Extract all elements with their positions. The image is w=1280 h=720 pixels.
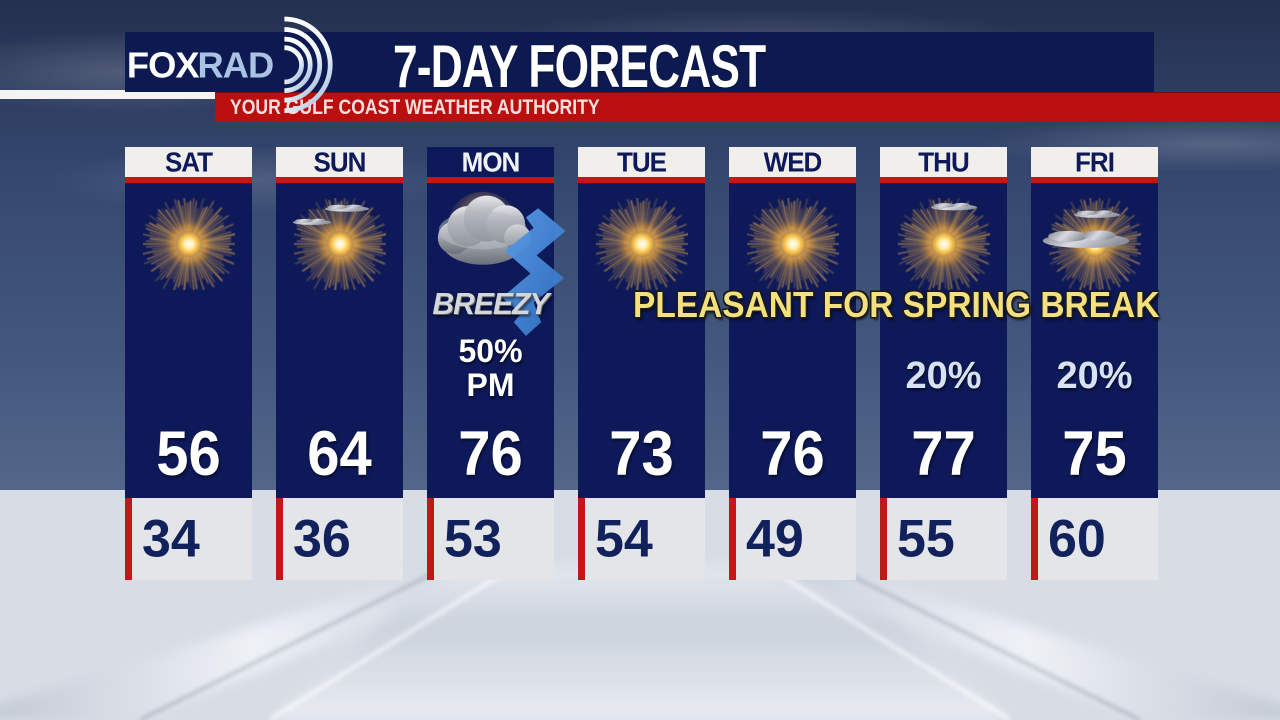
svg-text:RAD: RAD	[198, 44, 274, 85]
svg-text:FOX: FOX	[127, 44, 199, 85]
